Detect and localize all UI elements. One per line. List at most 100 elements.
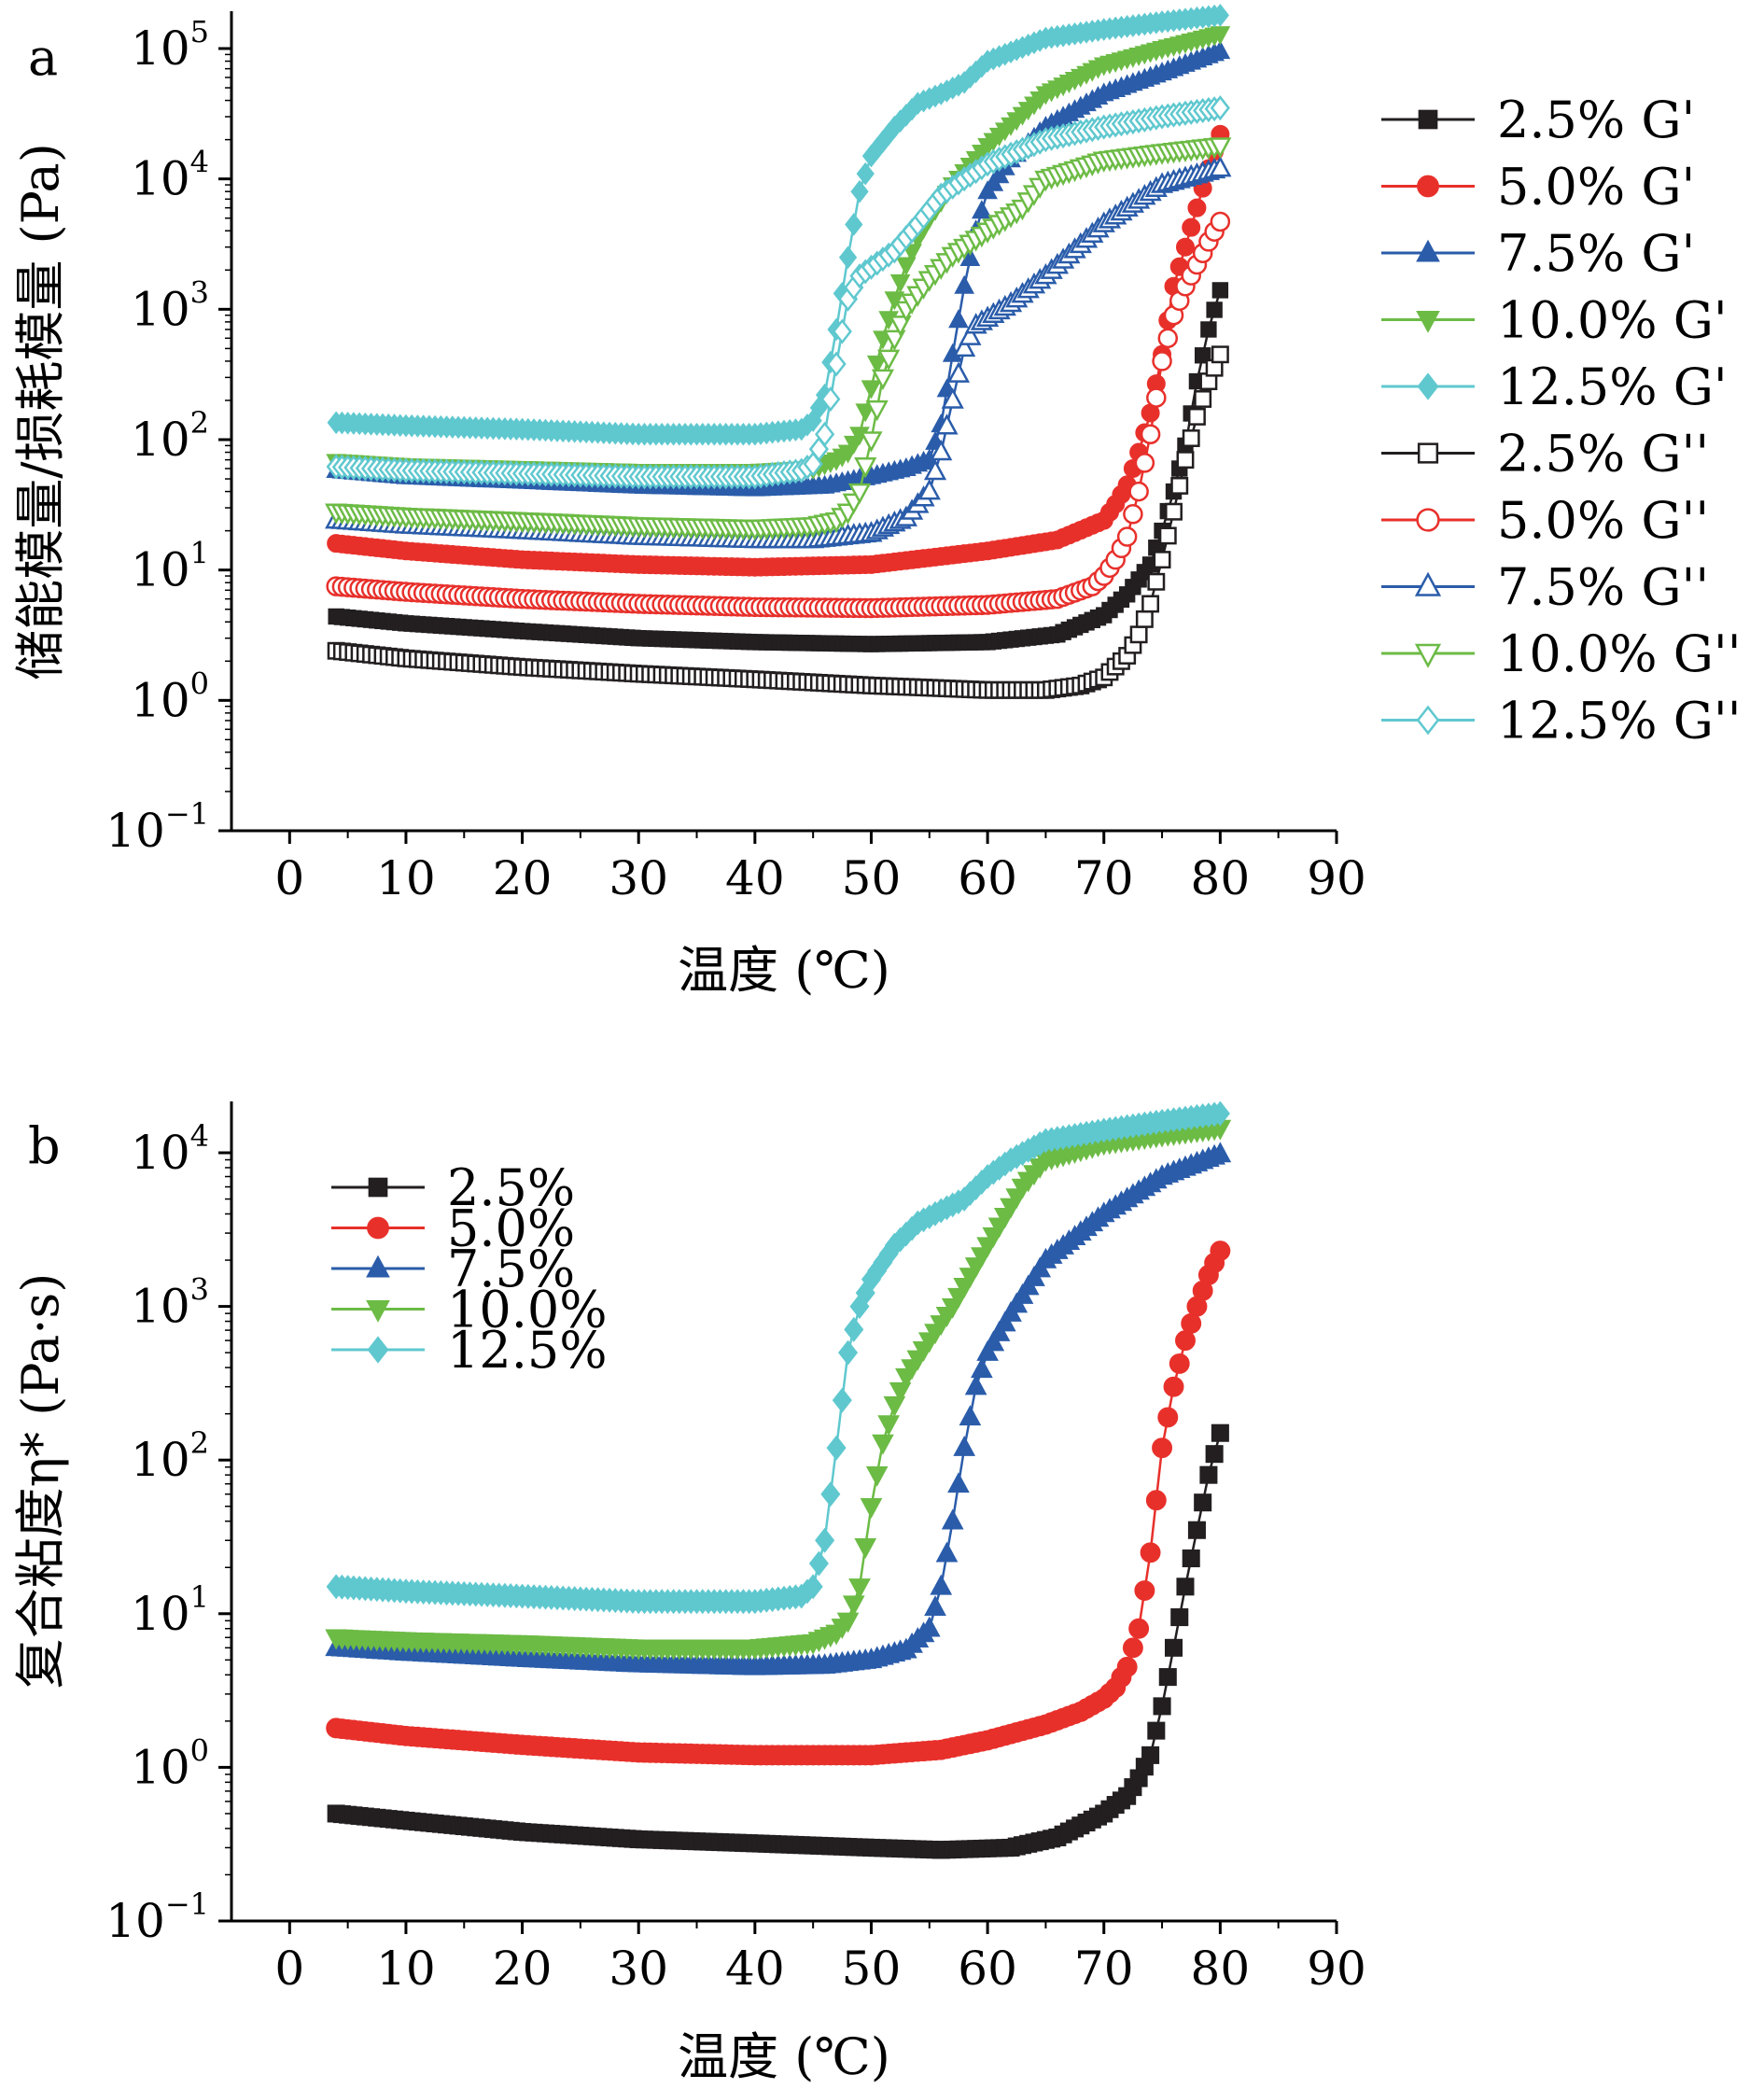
legend-marker bbox=[367, 1216, 389, 1240]
data-point bbox=[838, 1339, 859, 1366]
legend-marker bbox=[1416, 239, 1440, 262]
legend-marker bbox=[1417, 372, 1439, 400]
y-tick-label: 101 bbox=[131, 1579, 209, 1641]
data-point bbox=[1170, 476, 1189, 495]
legend-label: 12.5% bbox=[447, 1321, 608, 1380]
data-point bbox=[1147, 1721, 1166, 1740]
y-tick-label: 104 bbox=[131, 1118, 209, 1180]
x-tick-label: 30 bbox=[609, 851, 668, 905]
y-tick-label: 103 bbox=[131, 1272, 209, 1334]
data-point bbox=[871, 369, 895, 390]
data-point bbox=[1157, 1407, 1179, 1428]
data-point bbox=[883, 329, 906, 351]
legend: 2.5%5.0%7.5%10.0%12.5% bbox=[331, 1158, 608, 1380]
legend-label: 10.0% G'' bbox=[1497, 624, 1742, 683]
data-point bbox=[815, 1527, 835, 1553]
data-point bbox=[1210, 95, 1230, 121]
data-point bbox=[917, 1616, 941, 1637]
data-point bbox=[803, 1574, 823, 1600]
data-point bbox=[1169, 1353, 1190, 1374]
data-point bbox=[832, 1387, 852, 1413]
x-axis-title: 温度 (℃) bbox=[678, 941, 890, 1000]
data-point bbox=[1194, 1493, 1212, 1512]
data-point bbox=[1199, 1465, 1218, 1484]
data-point bbox=[861, 380, 882, 400]
x-tick-label: 60 bbox=[958, 851, 1017, 905]
panel-label: b bbox=[28, 1116, 61, 1175]
data-point bbox=[1211, 4, 1230, 27]
data-point bbox=[815, 421, 835, 447]
series-7-5- bbox=[325, 1142, 1232, 1675]
legend-marker bbox=[1416, 508, 1440, 532]
data-point bbox=[1152, 1437, 1173, 1459]
data-point bbox=[947, 1472, 970, 1493]
data-point bbox=[964, 1374, 987, 1395]
y-tick-label: 100 bbox=[131, 1732, 209, 1794]
series-5-0- bbox=[326, 1241, 1231, 1766]
data-point bbox=[1206, 301, 1223, 318]
legend-item: 5.0% G'' bbox=[1381, 491, 1709, 550]
y-tick-label: 10−1 bbox=[105, 796, 209, 858]
data-point bbox=[844, 1316, 864, 1342]
data-point bbox=[1187, 198, 1207, 217]
legend-label: 2.5% bbox=[447, 1158, 575, 1217]
legend: 2.5% G' 5.0% G' 7.5% G' 10.0% G' 12.5% G' 2.5… bbox=[1381, 91, 1742, 750]
data-point bbox=[865, 400, 889, 422]
data-point bbox=[1200, 321, 1217, 338]
data-point bbox=[1157, 328, 1179, 349]
legend-item: 7.5% G'' bbox=[1381, 558, 1709, 617]
data-point bbox=[860, 1497, 883, 1519]
legend-label: 7.5% G' bbox=[1497, 224, 1695, 283]
legend-marker bbox=[1418, 109, 1438, 130]
data-point bbox=[935, 414, 959, 435]
data-point bbox=[1182, 429, 1200, 447]
legend-marker bbox=[1414, 643, 1442, 668]
legend-item: 2.5% G' bbox=[1381, 91, 1695, 149]
data-point bbox=[902, 244, 922, 263]
data-point bbox=[923, 458, 947, 481]
data-point bbox=[1128, 1618, 1150, 1639]
data-point bbox=[941, 1508, 964, 1530]
x-tick-label: 80 bbox=[1191, 851, 1251, 905]
data-point bbox=[1141, 1746, 1160, 1764]
data-point bbox=[820, 386, 841, 413]
data-point bbox=[1145, 1490, 1167, 1511]
series-5-0-G- bbox=[326, 211, 1231, 619]
data-point bbox=[953, 335, 976, 358]
legend-label: 5.0% bbox=[447, 1199, 575, 1258]
data-point bbox=[1176, 451, 1195, 470]
data-point bbox=[1129, 625, 1148, 644]
series-10-0-G- bbox=[325, 137, 1232, 541]
y-axis-title: 复合粘度η* (Pa·s) bbox=[11, 1273, 70, 1689]
y-tick-label: 102 bbox=[131, 1425, 209, 1487]
data-point bbox=[1134, 453, 1155, 473]
data-point bbox=[948, 309, 969, 329]
x-axis-title: 温度 (℃) bbox=[678, 2027, 890, 2086]
data-point bbox=[889, 315, 912, 337]
x-tick-label: 10 bbox=[376, 1942, 436, 1996]
data-point bbox=[1141, 595, 1160, 613]
legend-item: 12.5% bbox=[331, 1321, 608, 1380]
data-point bbox=[1158, 526, 1177, 545]
data-point bbox=[1175, 237, 1195, 257]
legend-marker bbox=[367, 1336, 389, 1364]
data-point bbox=[1194, 390, 1212, 408]
y-axis-title: 储能模量/损耗模量 (Pa) bbox=[11, 143, 70, 680]
legend-label: 12.5% G' bbox=[1497, 358, 1728, 416]
legend-marker bbox=[1417, 442, 1439, 464]
data-point bbox=[854, 457, 877, 479]
y-tick-label: 105 bbox=[131, 14, 209, 76]
data-point bbox=[845, 213, 863, 236]
series-2-5-G- bbox=[328, 282, 1229, 652]
data-point bbox=[854, 1538, 877, 1559]
x-tick-label: 60 bbox=[958, 1942, 1017, 1996]
data-point bbox=[896, 257, 917, 276]
data-point bbox=[856, 161, 875, 186]
data-point bbox=[1209, 155, 1232, 177]
data-point bbox=[889, 273, 911, 293]
x-tick-label: 90 bbox=[1307, 1942, 1366, 1996]
x-tick-label: 90 bbox=[1307, 851, 1366, 905]
y-tick-label: 10−1 bbox=[105, 1886, 209, 1948]
data-point bbox=[847, 483, 872, 505]
